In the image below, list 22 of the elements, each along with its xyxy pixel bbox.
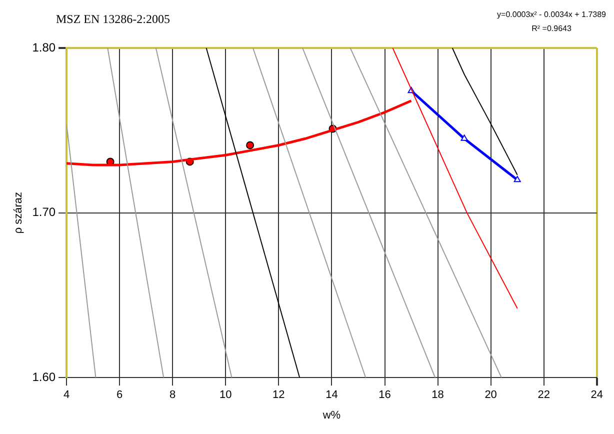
x-tick-label: 20	[484, 389, 497, 402]
text: y=0.0003x² - 0.0034x + 1.7389	[497, 9, 606, 21]
x-tick-label: 12	[272, 389, 285, 402]
x-tick-label: 10	[220, 389, 232, 402]
x-tick-label: 8	[170, 389, 176, 402]
point	[514, 176, 521, 182]
y-tick-label: 1.80	[32, 40, 56, 54]
point	[246, 141, 254, 150]
x-tick-label: 22	[538, 389, 550, 402]
chart-title: MSZ EN 13286-2:2005	[56, 12, 170, 27]
x-tick-label: 18	[432, 389, 444, 402]
y-tick-label: 1.60	[32, 370, 56, 384]
y-tick-label: 1.70	[32, 205, 56, 220]
x-tick-label: 24	[590, 389, 604, 402]
text: R² =0.9643	[530, 23, 572, 35]
x-tick-label: 4	[63, 389, 70, 402]
x-tick-label: 14	[326, 389, 338, 402]
x-tick-label: 6	[116, 389, 123, 402]
x-axis-title: w%	[322, 409, 341, 422]
x-tick-label: 16	[378, 389, 391, 402]
point	[460, 134, 468, 141]
y-axis-title: ρ száraz	[12, 192, 25, 234]
